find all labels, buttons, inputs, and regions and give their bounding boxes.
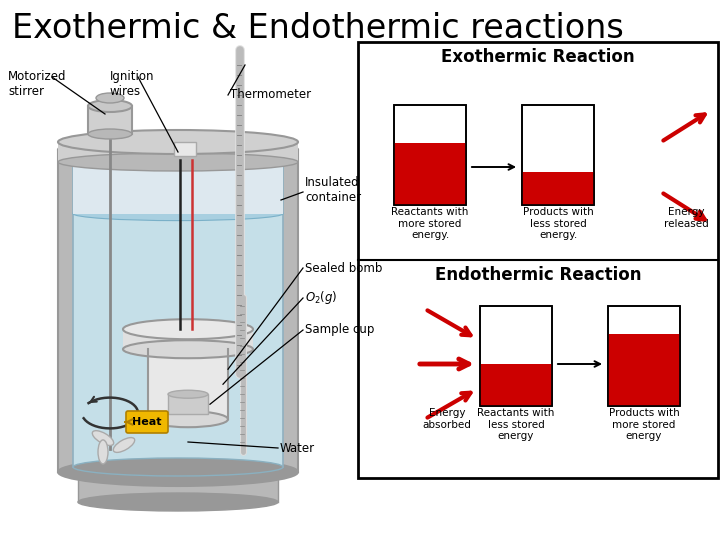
Ellipse shape [73,458,283,476]
Ellipse shape [98,440,108,464]
Text: Ignition
wires: Ignition wires [110,70,155,98]
FancyBboxPatch shape [126,411,168,433]
Text: Exothermic & Endothermic reactions: Exothermic & Endothermic reactions [12,12,624,45]
Text: Heat: Heat [132,417,162,427]
Text: Energy
released: Energy released [664,207,708,228]
Bar [522,172,594,205]
Ellipse shape [96,93,124,103]
Bar [58,142,298,162]
Bar [522,105,594,205]
Bar [480,306,552,406]
Bar [480,364,552,406]
Ellipse shape [113,437,135,453]
Ellipse shape [58,130,298,154]
Bar [148,349,228,419]
Text: Sealed bomb: Sealed bomb [305,261,382,274]
Text: Motorized
stirrer: Motorized stirrer [8,70,66,98]
Text: $O_2(g)$: $O_2(g)$ [305,289,338,307]
Text: Water: Water [280,442,315,455]
Bar [168,394,208,414]
Ellipse shape [78,458,278,476]
Bar [73,158,283,214]
Bar [358,42,718,478]
Bar [58,150,298,472]
Text: Sample cup: Sample cup [305,323,374,336]
Ellipse shape [78,493,278,511]
Text: Reactants with
less stored
energy: Reactants with less stored energy [477,408,554,441]
Text: Endothermic Reaction: Endothermic Reaction [435,266,642,284]
Bar [123,327,253,349]
Ellipse shape [88,100,132,112]
Ellipse shape [168,390,208,398]
Ellipse shape [123,340,253,358]
Bar [394,143,466,205]
Ellipse shape [148,411,228,427]
Ellipse shape [58,153,298,171]
Bar [78,467,278,502]
Text: Products with
less stored
energy.: Products with less stored energy. [523,207,593,240]
Bar [608,334,680,406]
Bar [73,158,283,467]
Bar [480,306,552,406]
Bar [394,105,466,205]
Ellipse shape [58,134,298,166]
Ellipse shape [123,319,253,339]
Ellipse shape [92,431,114,445]
Text: Reactants with
more stored
energy.: Reactants with more stored energy. [391,207,469,240]
Text: Exothermic Reaction: Exothermic Reaction [441,48,635,66]
Bar [174,142,196,156]
Text: Products with
more stored
energy: Products with more stored energy [608,408,680,441]
Ellipse shape [88,129,132,139]
Text: Energy
absorbed: Energy absorbed [423,408,472,430]
Bar [608,306,680,406]
Bar [88,106,132,134]
Bar [394,105,466,205]
Ellipse shape [58,458,298,486]
Bar [522,105,594,205]
Text: Insulated
container: Insulated container [305,176,361,204]
Text: Thermometer: Thermometer [230,89,311,102]
Ellipse shape [73,207,283,221]
Bar [608,306,680,406]
